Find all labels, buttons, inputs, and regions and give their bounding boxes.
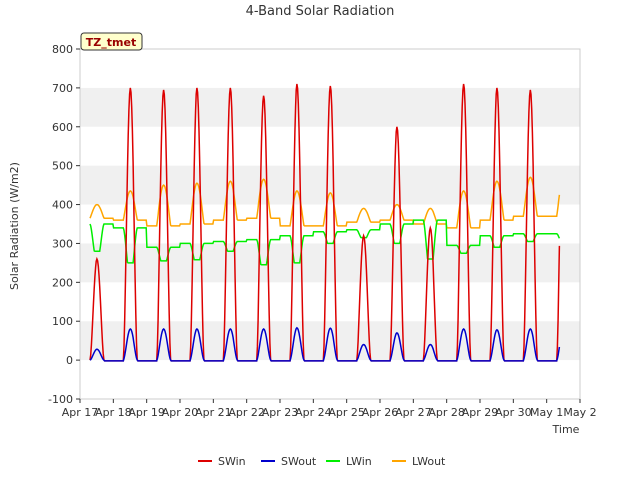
x-tick-label: Apr 21 [195, 406, 232, 419]
x-tick-label: Apr 29 [462, 406, 499, 419]
series-line-swout [89, 326, 561, 362]
y-tick-label: 0 [66, 354, 73, 367]
y-tick-label: 100 [52, 315, 73, 328]
chart-title: 4-Band Solar Radiation [246, 4, 395, 19]
x-tick-label: Apr 27 [395, 406, 432, 419]
x-tick-label: Apr 23 [262, 406, 299, 419]
x-axis-title: Time [552, 423, 580, 436]
y-tick-label: 700 [52, 82, 73, 95]
y-axis-ticks: -100 0 100 200 300 400 500 600 700 800 [48, 43, 80, 406]
x-tick-label: Apr 26 [362, 406, 399, 419]
series-layer [89, 83, 561, 362]
x-tick-label: May 1 [530, 406, 563, 419]
x-tick-label: Apr 28 [428, 406, 465, 419]
grid-band [80, 243, 580, 283]
y-tick-label: -100 [48, 393, 73, 406]
series-line-lwout [89, 176, 561, 229]
legend-label-lwout: LWout [412, 455, 446, 468]
x-tick-label: May 2 [563, 406, 596, 419]
y-tick-label: 200 [52, 276, 73, 289]
y-tick-label: 400 [52, 199, 73, 212]
x-tick-label: Apr 17 [62, 406, 99, 419]
y-tick-label: 300 [52, 237, 73, 250]
grid-bands [80, 87, 580, 361]
plot-area [79, 48, 581, 400]
x-tick-label: Apr 22 [228, 406, 265, 419]
x-tick-label: Apr 19 [128, 406, 165, 419]
y-tick-label: 800 [52, 43, 73, 56]
legend-label-lwin: LWin [346, 455, 372, 468]
legend-label-swout: SWout [281, 455, 317, 468]
legend: SWin SWout LWin LWout [198, 455, 446, 468]
legend-label-swin: SWin [218, 455, 246, 468]
grid-band [80, 165, 580, 205]
annotation-label: TZ_tmet [86, 36, 136, 49]
x-tick-label: Apr 20 [162, 406, 199, 419]
x-tick-label: Apr 24 [295, 406, 332, 419]
y-tick-label: 500 [52, 160, 73, 173]
x-tick-label: Apr 18 [95, 406, 132, 419]
annotation-box [80, 32, 143, 51]
y-axis-title: Solar Radiation (W/m2) [8, 162, 21, 290]
y-tick-label: 600 [52, 121, 73, 134]
x-tick-label: Apr 25 [328, 406, 365, 419]
grid-band [80, 321, 580, 361]
station-annotation: TZ_tmet [80, 32, 143, 51]
x-tick-label: Apr 30 [495, 406, 532, 419]
